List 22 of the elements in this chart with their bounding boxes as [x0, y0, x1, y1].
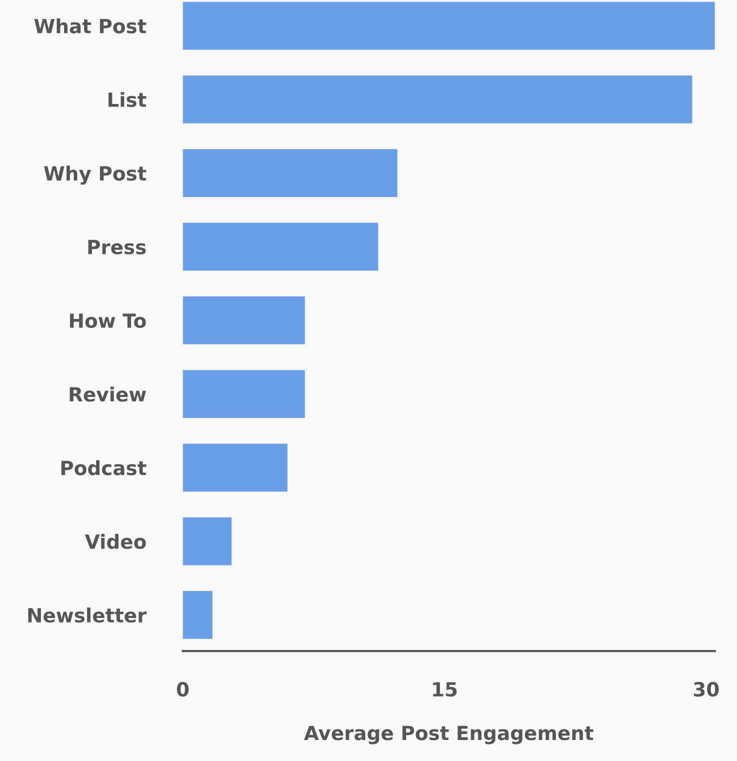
bar: [182, 149, 398, 198]
y-tick-label: Review: [70, 386, 146, 402]
x-tick-label: 15: [433, 682, 457, 697]
x-tick-label: 0: [176, 682, 189, 697]
y-tick-label: Press: [88, 240, 146, 254]
y-tick-label: What Post: [34, 18, 146, 34]
y-tick-label: List: [108, 92, 146, 108]
bar: [182, 2, 715, 50]
bar: [182, 296, 305, 344]
bar: [182, 444, 288, 492]
bar: [182, 75, 692, 124]
bar: [182, 222, 378, 271]
bar: [182, 370, 305, 418]
y-tick-label: Video: [84, 534, 146, 549]
y-tick-label: Why Post: [44, 166, 146, 185]
y-tick-label: How To: [70, 314, 146, 328]
bar: [182, 591, 212, 639]
x-axis-title: Average Post Engagement: [304, 726, 594, 744]
x-tick-label: 30: [694, 682, 719, 697]
y-tick-label: Newsletter: [28, 608, 147, 623]
y-tick-label: Podcast: [61, 460, 146, 476]
bar: [182, 517, 232, 566]
